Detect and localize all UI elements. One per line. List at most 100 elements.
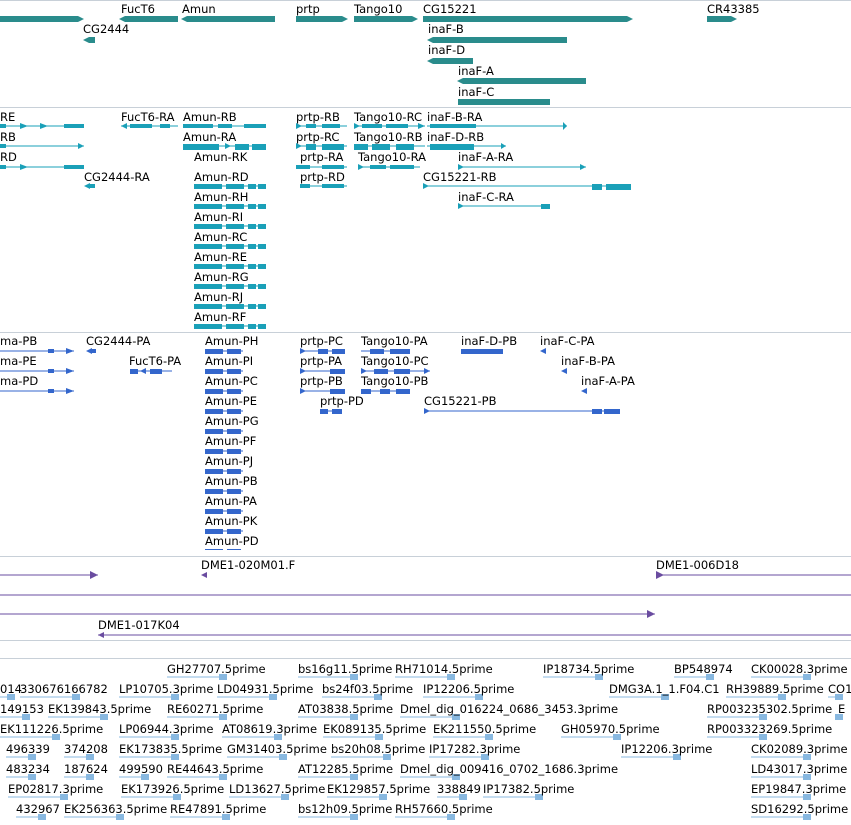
transcript-label[interactable]: Amun-RK	[194, 150, 248, 164]
est-label[interactable]: 338849	[437, 782, 481, 796]
est-label[interactable]: bs24f03.5prime	[322, 682, 414, 696]
gene-label-cg15221[interactable]: CG15221	[423, 2, 477, 16]
clone-label[interactable]: DME1-020M01.F	[201, 558, 296, 572]
protein-label[interactable]: inaF-C-PA	[540, 334, 595, 348]
gene-glyph[interactable]	[187, 16, 275, 22]
transcript-label[interactable]: Amun-RF	[194, 310, 247, 324]
transcript-label[interactable]: RE	[0, 110, 16, 124]
est-label[interactable]: EK256363.5prime	[64, 802, 168, 816]
transcript-label[interactable]: Tango10-RC	[354, 110, 423, 124]
gene-glyph[interactable]	[427, 37, 433, 43]
est-label[interactable]: EP19847.3prime	[751, 782, 847, 796]
gene-glyph[interactable]	[707, 16, 731, 22]
protein-label[interactable]: FucT6-PA	[129, 354, 182, 368]
est-label[interactable]: RH39889.5prime	[726, 682, 824, 696]
transcript-label[interactable]: inaF-C-RA	[458, 190, 514, 204]
est-label[interactable]: EK173835.5prime	[119, 742, 223, 756]
gene-glyph[interactable]	[427, 58, 433, 64]
gene-glyph[interactable]	[342, 16, 348, 22]
est-label[interactable]: 432967	[16, 802, 60, 816]
protein-label[interactable]: CG15221-PB	[424, 394, 497, 408]
est-label[interactable]: DMG3A.1_1.F04.C1	[609, 682, 720, 696]
transcript-label[interactable]: RB	[0, 130, 16, 144]
gene-glyph[interactable]	[463, 78, 586, 84]
est-label[interactable]: EK173926.5prime	[121, 782, 225, 796]
protein-label[interactable]: Tango10-PB	[361, 374, 429, 388]
gene-label-inaf-c[interactable]: inaF-C	[458, 85, 495, 99]
est-label[interactable]: RE44643.5prime	[167, 762, 264, 776]
gene-glyph[interactable]	[457, 78, 463, 84]
protein-label[interactable]: Amun-PI	[205, 354, 254, 368]
gene-label-inaf-a[interactable]: inaF-A	[458, 64, 494, 78]
est-label[interactable]: GH05970.5prime	[561, 722, 660, 736]
transcript-label[interactable]: Tango10-RA	[358, 150, 426, 164]
est-label[interactable]: bs12h09.5prime	[298, 802, 393, 816]
est-label[interactable]: RE47891.5prime	[170, 802, 267, 816]
est-label[interactable]: IP17382.5prime	[483, 782, 575, 796]
protein-label[interactable]: prtp-PC	[300, 334, 343, 348]
transcript-label[interactable]: Amun-RJ	[194, 290, 244, 304]
est-label[interactable]: Dmel_dig_016224_0686_3453.3prime	[400, 702, 619, 716]
est-label[interactable]: RP003235302.5prime	[707, 702, 833, 716]
transcript-label[interactable]: inaF-B-RA	[427, 110, 483, 124]
gene-label-inaf-b[interactable]: inaF-B	[428, 22, 464, 36]
gene-glyph[interactable]	[125, 16, 178, 22]
est-label[interactable]: 496339	[6, 742, 50, 756]
transcript-label[interactable]: inaF-D-RB	[427, 130, 485, 144]
gene-glyph[interactable]	[423, 16, 627, 22]
est-label[interactable]: RH57660.5prime	[395, 802, 493, 816]
protein-label[interactable]: Tango10-PC	[361, 354, 429, 368]
est-label[interactable]: GM31403.5prime	[227, 742, 327, 756]
est-label[interactable]: CK02089.3prime	[751, 742, 848, 756]
transcript-label[interactable]: Amun-RC	[194, 230, 248, 244]
est-label[interactable]: BP548974	[674, 662, 733, 676]
transcript-label[interactable]: RD	[0, 150, 17, 164]
protein-label[interactable]: Amun-PH	[205, 334, 259, 348]
est-label[interactable]: RE60271.5prime	[167, 702, 264, 716]
transcript-label[interactable]: Amun-RG	[194, 270, 249, 284]
protein-label[interactable]: Amun-PG	[205, 414, 259, 428]
gene-label-tango10[interactable]: Tango10	[354, 2, 403, 16]
est-label[interactable]: IP18734.5prime	[543, 662, 635, 676]
protein-label[interactable]: Amun-PE	[205, 394, 257, 408]
transcript-label[interactable]: inaF-A-RA	[458, 150, 514, 164]
protein-label[interactable]: Amun-PF	[205, 434, 257, 448]
protein-label[interactable]: Amun-PJ	[205, 454, 254, 468]
est-label[interactable]: EK111226.5prime	[0, 722, 104, 736]
est-label[interactable]: bs20h08.5prime	[331, 742, 426, 756]
transcript-label[interactable]: Amun-RB	[183, 110, 237, 124]
gene-glyph[interactable]	[89, 37, 95, 43]
gene-label-inaf-d[interactable]: inaF-D	[428, 43, 466, 57]
clone-label[interactable]: DME1-017K04	[98, 618, 180, 632]
gene-glyph[interactable]	[354, 16, 412, 22]
protein-label[interactable]: Amun-PC	[205, 374, 258, 388]
protein-label[interactable]: inaF-D-PB	[461, 334, 518, 348]
est-label[interactable]: EK129857.5prime	[327, 782, 431, 796]
transcript-label[interactable]: Tango10-RB	[354, 130, 423, 144]
est-label[interactable]: IP12206.5prime	[423, 682, 515, 696]
gene-glyph[interactable]	[181, 16, 187, 22]
protein-label[interactable]: inaF-B-PA	[561, 354, 615, 368]
protein-label[interactable]: Amun-PB	[205, 474, 258, 488]
gene-glyph[interactable]	[119, 16, 125, 22]
transcript-label[interactable]: Amun-RH	[194, 190, 249, 204]
est-label[interactable]: CO1	[828, 682, 851, 696]
gene-label-amun[interactable]: Amun	[182, 2, 216, 16]
transcript-label[interactable]: Amun-RD	[194, 170, 249, 184]
transcript-label[interactable]: prtp-RC	[296, 130, 340, 144]
est-label[interactable]: 483234	[6, 762, 50, 776]
est-label[interactable]: 374208	[64, 742, 108, 756]
est-label[interactable]: LD04931.5prime	[217, 682, 314, 696]
clone-label[interactable]: DME1-006D18	[656, 558, 739, 572]
est-label[interactable]: CK00028.3prime	[751, 662, 848, 676]
transcript-label[interactable]: Amun-RE	[194, 250, 248, 264]
est-label[interactable]: 499590	[119, 762, 163, 776]
gene-glyph[interactable]	[433, 58, 473, 64]
protein-label[interactable]: prtp-PB	[300, 374, 343, 388]
est-label[interactable]: Dmel_dig_009416_0702_1686.3prime	[400, 762, 619, 776]
gene-label-cg2444[interactable]: CG2444	[83, 22, 130, 36]
gene-glyph[interactable]	[433, 37, 567, 43]
est-label[interactable]: EK089135.5prime	[323, 722, 427, 736]
est-label[interactable]: IP17282.3prime	[429, 742, 521, 756]
gene-glyph[interactable]	[83, 37, 89, 43]
